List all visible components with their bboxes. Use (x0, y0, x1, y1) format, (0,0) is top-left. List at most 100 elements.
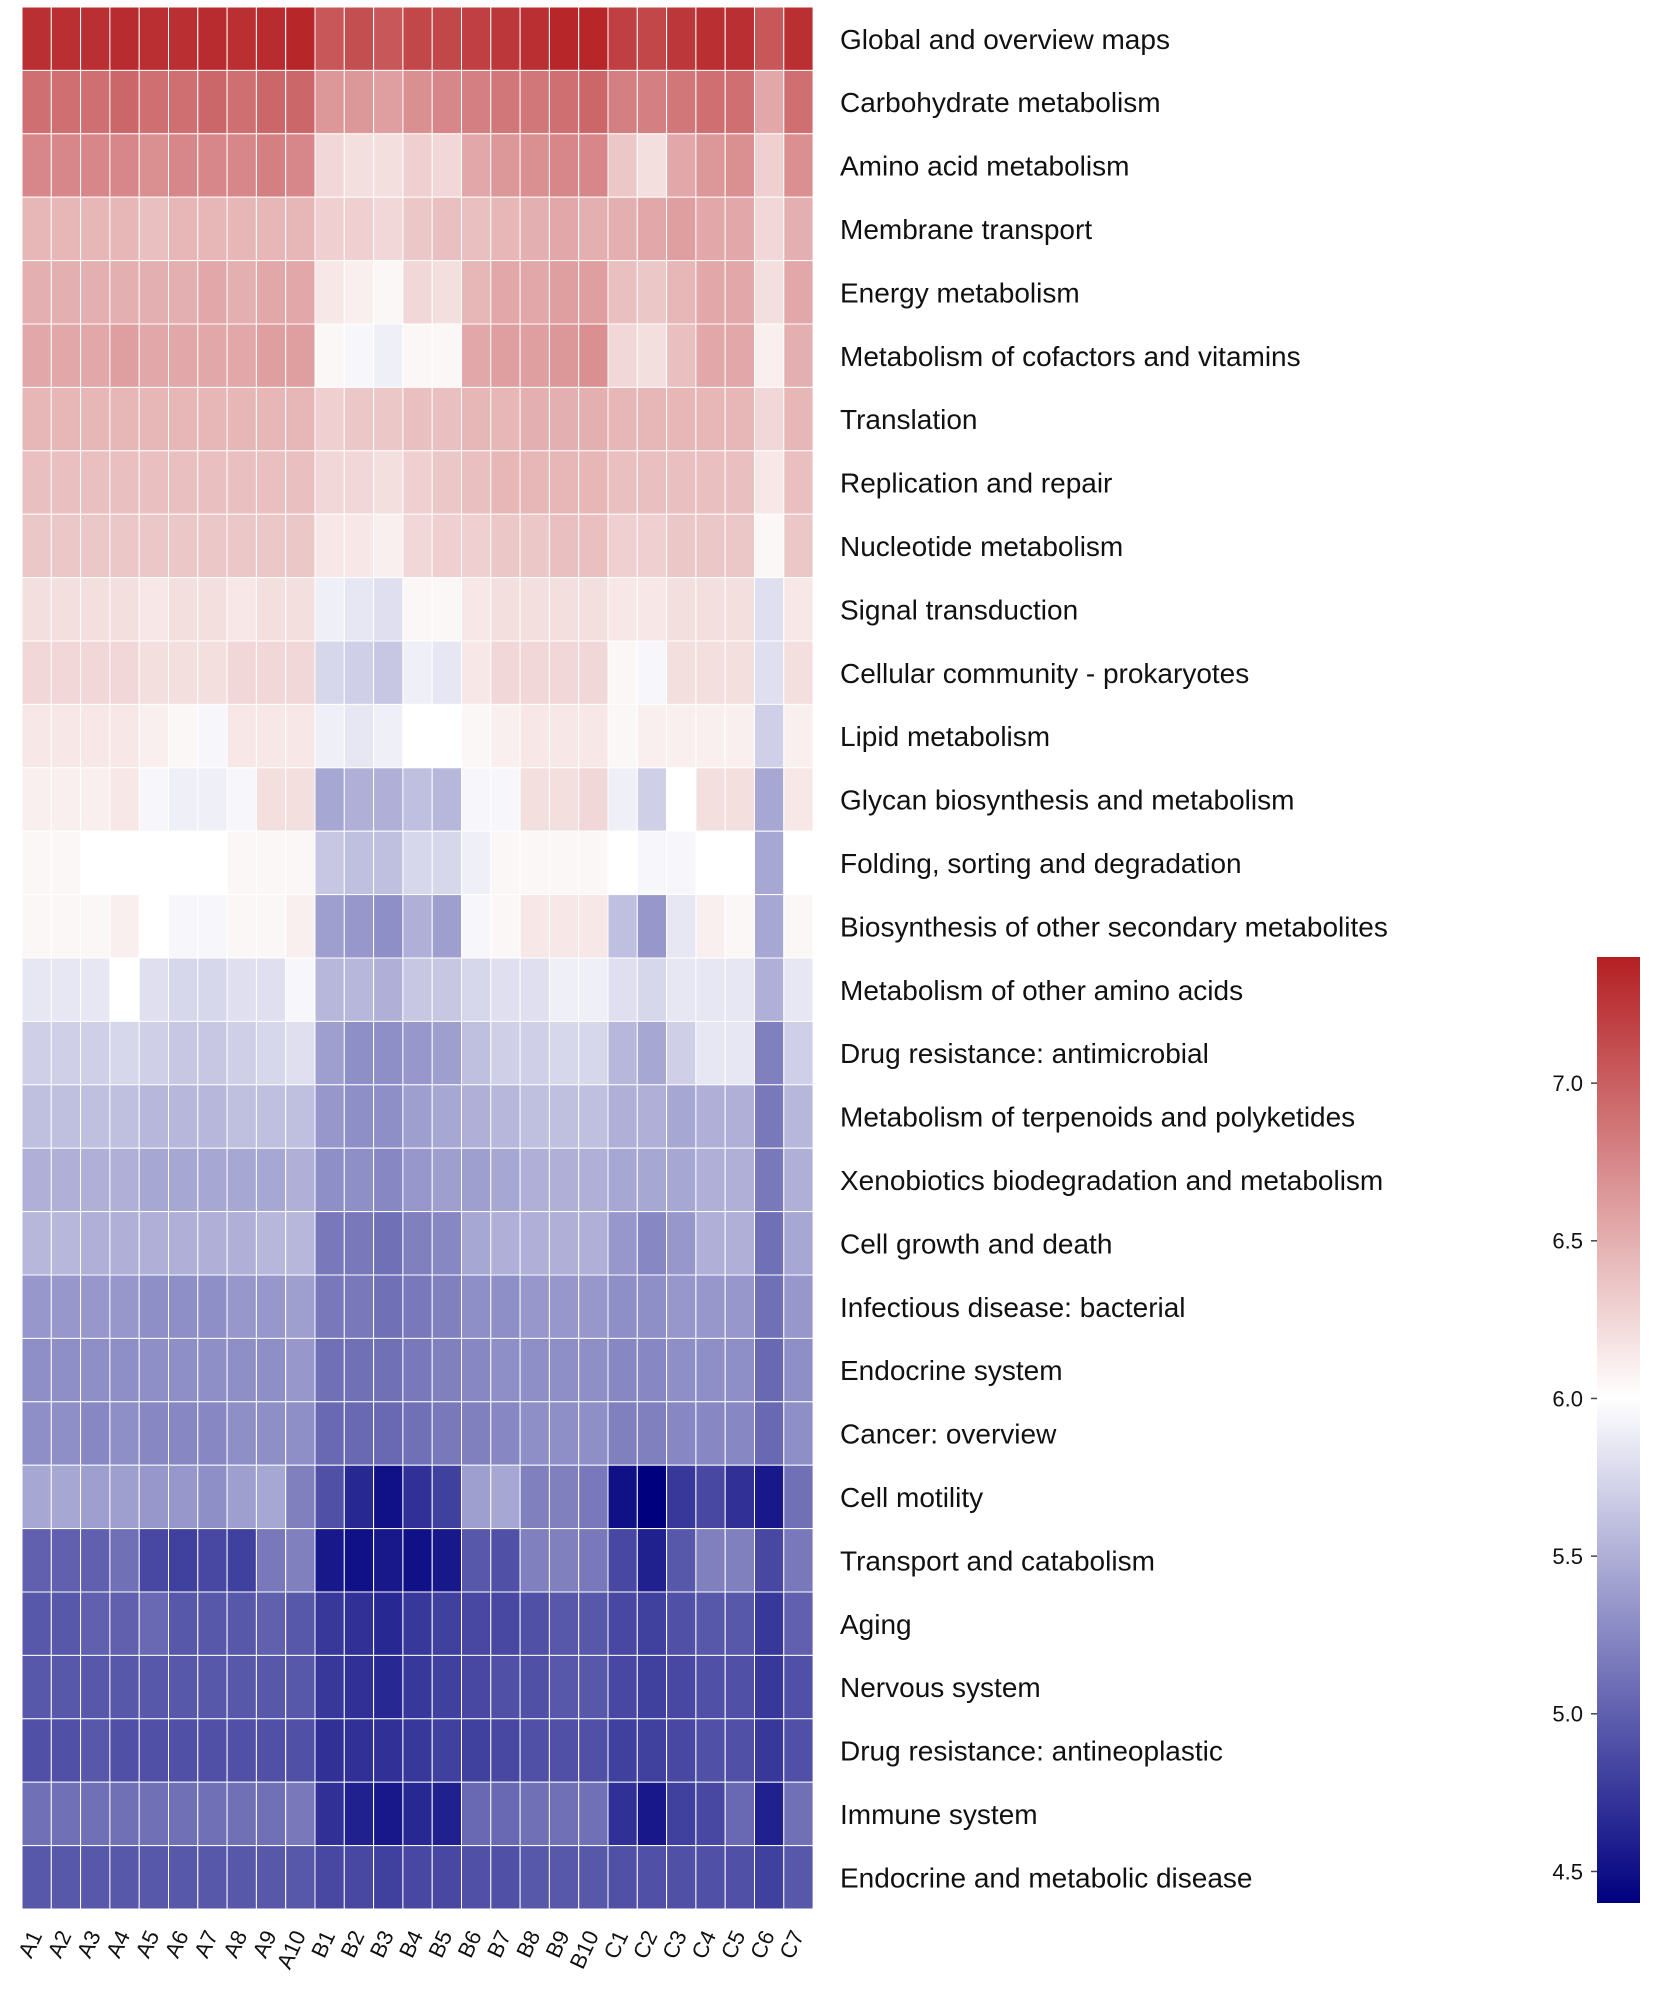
heatmap-cell (402, 323, 433, 388)
heatmap-cell (138, 830, 169, 896)
heatmap-cell (109, 577, 140, 642)
heatmap-cell (168, 703, 199, 769)
heatmap-cell (109, 1401, 140, 1466)
heatmap-cell (168, 1464, 199, 1530)
heatmap-cell (285, 133, 316, 198)
heatmap-cell (754, 703, 785, 769)
heatmap-cell (724, 1147, 756, 1213)
heatmap-cell (168, 1845, 199, 1910)
heatmap-cell (548, 260, 580, 325)
heatmap-cell (50, 957, 82, 1022)
heatmap-cell (80, 1147, 111, 1213)
heatmap-cell (80, 1020, 111, 1086)
row-label: Energy metabolism (840, 277, 1080, 308)
heatmap-cell (314, 1845, 345, 1910)
heatmap-cell (519, 69, 550, 135)
heatmap-cell (607, 260, 638, 325)
heatmap-cell (578, 894, 609, 959)
heatmap-cell (461, 1718, 492, 1783)
heatmap-cell (226, 450, 257, 515)
heatmap-cell (607, 1084, 638, 1149)
heatmap-cell (548, 1020, 580, 1086)
heatmap-cell (50, 386, 82, 452)
heatmap-cell (255, 323, 287, 388)
row-label: Membrane transport (840, 214, 1092, 245)
heatmap-cell (695, 1464, 726, 1530)
heatmap-cell (314, 1274, 345, 1339)
heatmap-cell (548, 767, 580, 832)
heatmap-cell (461, 1147, 492, 1213)
heatmap-cell (168, 450, 199, 515)
heatmap-cell (666, 1654, 697, 1720)
heatmap-cell (373, 1211, 404, 1276)
heatmap-cell (578, 6, 609, 71)
heatmap-cell (109, 1781, 140, 1847)
heatmap-cell (636, 1591, 668, 1656)
heatmap-cell (431, 260, 463, 325)
heatmap-cell (636, 577, 668, 642)
heatmap-cell (255, 957, 287, 1022)
heatmap-cell (666, 1274, 697, 1339)
column-label: C6 (745, 1927, 780, 1963)
row-label: Metabolism of terpenoids and polyketides (840, 1102, 1355, 1133)
row-label: Metabolism of other amino acids (840, 975, 1243, 1006)
heatmap-cell (373, 1781, 404, 1847)
heatmap-cell (314, 894, 345, 959)
heatmap-cell (197, 1464, 228, 1530)
heatmap-cell (402, 640, 433, 705)
heatmap-cell (490, 1211, 521, 1276)
heatmap-cell (402, 1654, 433, 1720)
heatmap-cell (255, 830, 287, 896)
heatmap-cell (109, 1528, 140, 1593)
heatmap-cell (636, 69, 668, 135)
heatmap-cell (431, 703, 463, 769)
heatmap-cell (402, 703, 433, 769)
heatmap-cell (314, 450, 345, 515)
heatmap-cell (138, 767, 169, 832)
heatmap-cell (724, 513, 756, 579)
heatmap-cell (754, 260, 785, 325)
heatmap-cell (666, 323, 697, 388)
heatmap-cell (285, 1845, 316, 1910)
heatmap-cell (197, 1528, 228, 1593)
heatmap-cell (168, 1147, 199, 1213)
column-label: B5 (423, 1927, 457, 1962)
heatmap-cell (724, 577, 756, 642)
heatmap-cell (373, 1274, 404, 1339)
column-label: C1 (599, 1927, 634, 1963)
heatmap-cell (109, 1147, 140, 1213)
heatmap-cell (80, 133, 111, 198)
heatmap-cell (607, 1337, 638, 1403)
heatmap-cell (285, 577, 316, 642)
heatmap-cell (724, 1654, 756, 1720)
heatmap-cell (461, 1020, 492, 1086)
heatmap-cell (373, 513, 404, 579)
heatmap-cell (666, 703, 697, 769)
column-label: B7 (482, 1927, 516, 1962)
heatmap-cell (754, 894, 785, 959)
heatmap-cell (21, 513, 52, 579)
heatmap-cell (373, 577, 404, 642)
heatmap-cell (754, 1781, 785, 1847)
heatmap-cell (255, 1528, 287, 1593)
heatmap-cell (783, 957, 814, 1022)
heatmap-cell (548, 196, 580, 262)
column-label: A6 (160, 1927, 194, 1962)
heatmap-cell (607, 703, 638, 769)
heatmap-cell (607, 767, 638, 832)
heatmap-cell (695, 513, 726, 579)
heatmap-cell (314, 1781, 345, 1847)
heatmap-cell (548, 640, 580, 705)
heatmap-cell (783, 1211, 814, 1276)
heatmap-cell (402, 133, 433, 198)
heatmap-cell (548, 6, 580, 71)
heatmap-cell (783, 1084, 814, 1149)
heatmap-cell (21, 577, 52, 642)
heatmap-cell (226, 703, 257, 769)
heatmap-cell (80, 323, 111, 388)
heatmap-cell (754, 640, 785, 705)
heatmap-cell (197, 260, 228, 325)
heatmap-cell (343, 133, 375, 198)
heatmap-cell (548, 1654, 580, 1720)
heatmap-cell (695, 69, 726, 135)
